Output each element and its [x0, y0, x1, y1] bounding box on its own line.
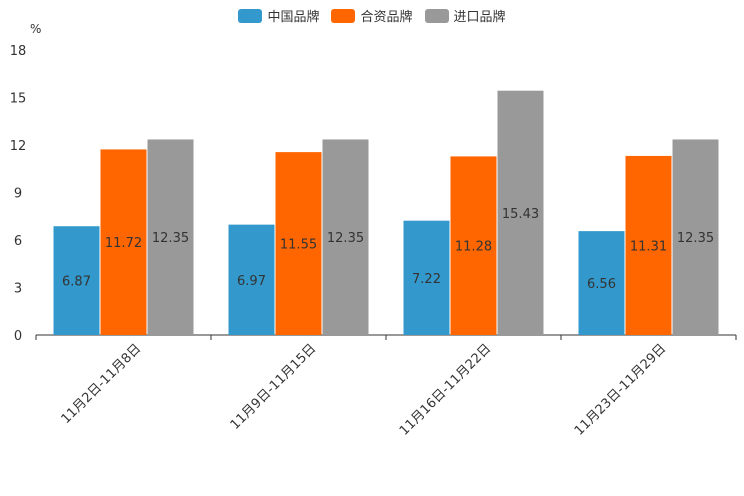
bar — [497, 90, 544, 335]
data-label: 11.55 — [280, 238, 317, 253]
x-tick-label: 11月23日-11月29日 — [572, 341, 669, 438]
x-tick-label: 11月9日-11月15日 — [228, 341, 320, 433]
y-tick-label: 18 — [10, 44, 27, 59]
data-label: 11.31 — [630, 239, 667, 254]
data-label: 11.72 — [105, 236, 142, 251]
y-tick-label: 9 — [14, 187, 22, 202]
legend-item-series-2[interactable]: 进口品牌 — [424, 6, 506, 25]
legend: 中国品牌 合资品牌 进口品牌 — [0, 6, 744, 25]
bar — [147, 139, 194, 335]
x-tick-label: 11月16日-11月22日 — [397, 341, 494, 438]
bar — [100, 149, 147, 335]
y-tick-label: 3 — [14, 282, 22, 297]
legend-swatch — [331, 8, 356, 23]
y-axis-unit: % — [30, 22, 42, 36]
legend-swatch — [238, 8, 263, 23]
bar — [322, 139, 369, 335]
bar — [228, 224, 275, 335]
y-tick-label: 6 — [14, 234, 22, 249]
y-tick-label: 15 — [10, 92, 27, 107]
data-label: 12.35 — [152, 231, 189, 246]
legend-item-series-0[interactable]: 中国品牌 — [238, 6, 319, 25]
x-tick-label: 11月2日-11月8日 — [59, 341, 145, 427]
y-tick-label: 0 — [14, 329, 22, 344]
legend-label: 中国品牌 — [267, 10, 320, 25]
data-label: 6.56 — [587, 277, 616, 292]
data-label: 7.22 — [412, 272, 441, 287]
bar — [625, 155, 672, 335]
bar — [53, 226, 100, 335]
data-label: 12.35 — [327, 231, 364, 246]
bar — [403, 220, 450, 335]
legend-swatch — [424, 8, 449, 23]
data-label: 12.35 — [677, 231, 714, 246]
bar — [672, 139, 719, 335]
legend-item-series-1[interactable]: 合资品牌 — [331, 6, 413, 25]
y-tick-label: 12 — [10, 139, 27, 154]
data-label: 6.87 — [62, 275, 91, 290]
data-label: 6.97 — [237, 274, 266, 289]
legend-label: 进口品牌 — [453, 10, 506, 25]
bar — [578, 231, 625, 335]
data-label: 11.28 — [455, 240, 492, 255]
data-label: 15.43 — [502, 207, 539, 222]
legend-label: 合资品牌 — [360, 10, 413, 25]
bar — [275, 152, 322, 335]
bar — [450, 156, 497, 335]
